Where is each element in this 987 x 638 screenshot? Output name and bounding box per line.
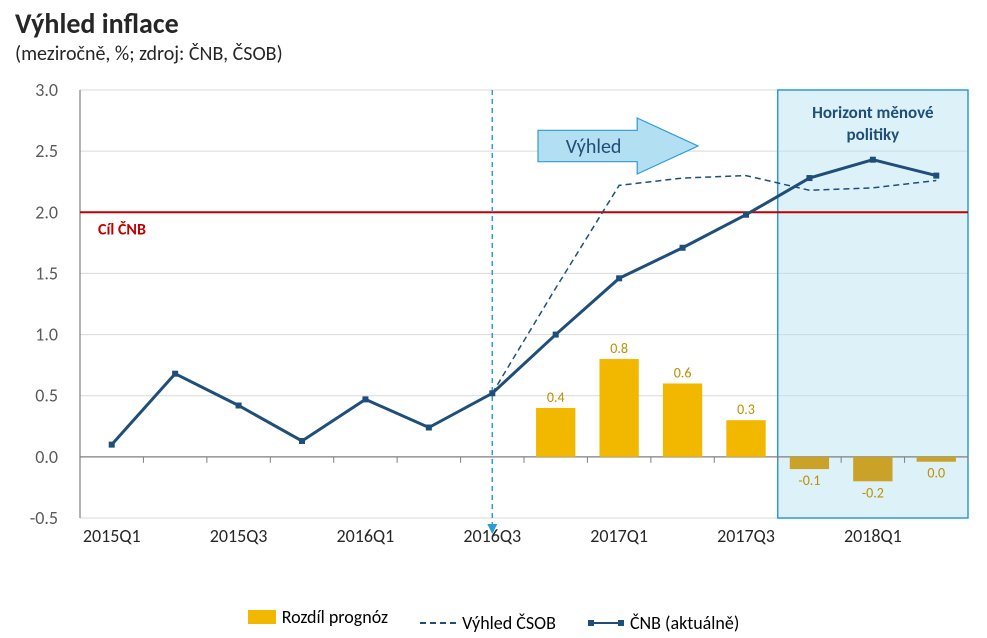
svg-text:0.8: 0.8: [610, 340, 628, 357]
chart-svg: -0.50.00.51.01.52.02.53.0Horizont měnové…: [68, 90, 968, 550]
svg-text:2.5: 2.5: [35, 140, 58, 162]
legend-label: ČNB (aktuálně): [630, 612, 739, 634]
svg-text:-0.2: -0.2: [862, 484, 884, 501]
legend-item-bars: Rozdíl prognóz: [248, 606, 388, 628]
svg-text:1.5: 1.5: [35, 262, 58, 284]
legend-label: Výhled ČSOB: [462, 612, 556, 634]
svg-text:Horizont měnové: Horizont měnové: [812, 102, 934, 123]
svg-text:2016Q1: 2016Q1: [337, 525, 395, 547]
svg-text:0.4: 0.4: [547, 389, 565, 406]
svg-text:0.0: 0.0: [927, 465, 945, 482]
legend-swatch-line: [588, 622, 624, 624]
svg-text:2015Q3: 2015Q3: [210, 525, 268, 547]
legend-item-line: ČNB (aktuálně): [588, 612, 739, 634]
plot-area: -0.50.00.51.01.52.02.53.0Horizont měnové…: [68, 90, 968, 550]
svg-text:2.0: 2.0: [35, 201, 58, 223]
legend-swatch-dash: [420, 622, 456, 624]
svg-text:0.3: 0.3: [737, 401, 755, 418]
legend: Rozdíl prognóz Výhled ČSOB ČNB (aktuálně…: [0, 606, 987, 634]
svg-text:Cíl ČNB: Cíl ČNB: [98, 220, 146, 239]
svg-text:-0.5: -0.5: [30, 507, 58, 529]
svg-text:politiky: politiky: [846, 124, 899, 145]
legend-label: Rozdíl prognóz: [282, 606, 388, 628]
svg-text:3.0: 3.0: [35, 79, 58, 101]
chart-title: Výhled inflace: [15, 6, 179, 41]
svg-text:1.0: 1.0: [35, 324, 58, 346]
svg-text:0.0: 0.0: [35, 446, 58, 468]
svg-text:2016Q3: 2016Q3: [463, 525, 521, 547]
svg-text:-0.1: -0.1: [798, 472, 820, 489]
legend-swatch-bar: [248, 610, 276, 624]
svg-text:0.6: 0.6: [674, 364, 692, 381]
svg-text:2015Q1: 2015Q1: [83, 525, 141, 547]
chart-subtitle: (meziročně, %; zdroj: ČNB, ČSOB): [15, 42, 283, 66]
svg-text:Výhled: Výhled: [566, 135, 622, 159]
svg-text:2017Q3: 2017Q3: [717, 525, 775, 547]
svg-text:2018Q1: 2018Q1: [844, 525, 902, 547]
svg-text:0.5: 0.5: [35, 385, 58, 407]
legend-item-dash: Výhled ČSOB: [420, 612, 556, 634]
svg-text:2017Q1: 2017Q1: [590, 525, 648, 547]
